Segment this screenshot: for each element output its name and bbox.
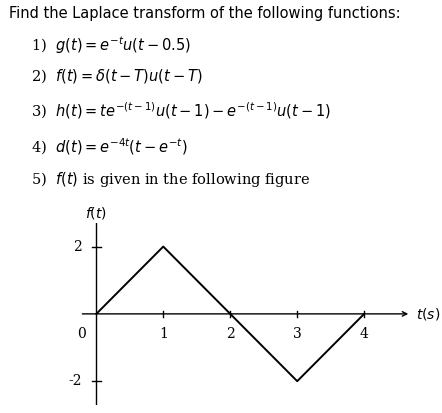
Text: 5)  $f(t)$ is given in the following figure: 5) $f(t)$ is given in the following figu… xyxy=(31,170,310,189)
Text: 2)  $f(t) = \delta(t-T)u(t-T)$: 2) $f(t) = \delta(t-T)u(t-T)$ xyxy=(31,67,202,85)
Text: 2: 2 xyxy=(226,327,235,341)
Text: 2: 2 xyxy=(73,240,82,254)
Text: 3: 3 xyxy=(293,327,301,341)
Text: 0: 0 xyxy=(77,327,86,341)
Text: 1: 1 xyxy=(159,327,168,341)
Text: 4: 4 xyxy=(360,327,369,341)
Text: 3)  $h(t) = te^{-(t-1)}u(t-1) - e^{-(t-1)}u(t-1)$: 3) $h(t) = te^{-(t-1)}u(t-1) - e^{-(t-1)… xyxy=(31,100,331,121)
Text: Find the Laplace transform of the following functions:: Find the Laplace transform of the follow… xyxy=(9,6,400,21)
Text: 1)  $g(t) = e^{-t}u(t-0.5)$: 1) $g(t) = e^{-t}u(t-0.5)$ xyxy=(31,34,191,56)
Text: $t(s)$: $t(s)$ xyxy=(416,306,440,322)
Text: 4)  $d(t) = e^{-4t}(t - e^{-t})$: 4) $d(t) = e^{-4t}(t - e^{-t})$ xyxy=(31,136,187,157)
Text: -2: -2 xyxy=(68,374,82,388)
Text: $f(t)$: $f(t)$ xyxy=(85,205,107,221)
